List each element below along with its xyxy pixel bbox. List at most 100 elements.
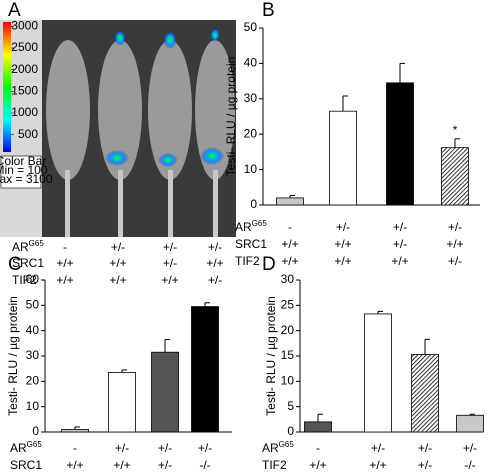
genotype-cell: +/+ bbox=[206, 256, 223, 270]
colorbar-tick-label: 1500 bbox=[11, 84, 38, 98]
row-label: ARG65 bbox=[10, 440, 42, 455]
row-label-sup: G65 bbox=[29, 239, 45, 248]
y-axis-label: Testi- RLU / µg protein bbox=[6, 296, 20, 416]
row-label-name: SRC1 bbox=[235, 237, 267, 251]
row-label-name: SRC1 bbox=[12, 256, 44, 270]
genotype-cell: +/- bbox=[448, 220, 462, 234]
genotype-cell: +/+ bbox=[113, 458, 130, 471]
genotype-cell: +/- bbox=[198, 441, 212, 455]
y-tick-label: 15 bbox=[281, 348, 295, 362]
colorbar-caption: Color Bar bbox=[0, 154, 46, 168]
bar bbox=[441, 147, 469, 206]
genotype-cell: - bbox=[73, 441, 77, 455]
genotype-cell: +/- bbox=[115, 441, 129, 455]
genotype-cell: +/+ bbox=[391, 254, 408, 268]
genotype-cell: - bbox=[288, 220, 292, 234]
genotype-cell: +/+ bbox=[281, 237, 298, 251]
genotype-cell: +/- bbox=[463, 441, 477, 455]
colorbar-tick-label: 3000 bbox=[11, 19, 38, 33]
y-tick-label: 10 bbox=[244, 162, 258, 176]
y-tick-label: 20 bbox=[244, 126, 258, 140]
genotype-cell: +/+ bbox=[334, 254, 351, 268]
y-tick-label: 30 bbox=[26, 348, 40, 362]
row-label-name: AR bbox=[235, 220, 252, 234]
bar bbox=[329, 110, 357, 206]
y-axis-label: Testi- RLU / µg protein bbox=[264, 296, 278, 416]
y-tick-label: 0 bbox=[32, 424, 39, 438]
bar bbox=[456, 414, 484, 433]
row-label: ARG65 bbox=[235, 219, 267, 234]
y-tick-label: 0 bbox=[287, 424, 294, 438]
row-label-sup: G65 bbox=[279, 440, 295, 449]
panel-letter: A bbox=[8, 0, 21, 21]
genotype-cell: +/+ bbox=[334, 237, 351, 251]
genotype-cell: +/- bbox=[111, 240, 125, 254]
bar bbox=[386, 82, 414, 206]
genotype-cell: -/- bbox=[464, 458, 475, 471]
row-label: SRC1 bbox=[235, 237, 267, 251]
panel-letter: C bbox=[8, 254, 22, 275]
genotype-cell: +/- bbox=[418, 441, 432, 455]
genotype-cell: +/+ bbox=[369, 458, 386, 471]
y-tick-label: 20 bbox=[281, 323, 295, 337]
bar bbox=[364, 313, 392, 433]
genotype-cell: +/- bbox=[418, 458, 432, 471]
genotype-cell: +/+ bbox=[109, 273, 126, 287]
colorbar-tick-label: 500 bbox=[18, 127, 38, 141]
genotype-cell: +/- bbox=[393, 237, 407, 251]
y-tick-label: 20 bbox=[26, 374, 40, 388]
genotype-cell: +/- bbox=[158, 441, 172, 455]
genotype-cell: +/- bbox=[336, 220, 350, 234]
row-label: SRC1 bbox=[10, 458, 42, 471]
bar bbox=[61, 429, 89, 433]
colorbar-caption: Max = 3100 bbox=[0, 172, 53, 186]
y-tick-label: 60 bbox=[26, 272, 40, 286]
genotype-cell: +/+ bbox=[309, 458, 326, 471]
genotype-cell: +/- bbox=[208, 240, 222, 254]
y-tick-label: 10 bbox=[281, 374, 295, 388]
y-tick-label: 50 bbox=[244, 20, 258, 34]
genotype-cell: +/+ bbox=[109, 256, 126, 270]
row-label-name: SRC1 bbox=[10, 458, 42, 471]
row-label-name: TIF2 bbox=[235, 254, 260, 268]
row-label-name: AR bbox=[10, 441, 27, 455]
genotype-cell: +/- bbox=[208, 273, 222, 287]
y-tick-label: 40 bbox=[244, 56, 258, 70]
row-label: SRC1 bbox=[12, 256, 44, 270]
genotype-cell: +/- bbox=[448, 254, 462, 268]
row-label-sup: G65 bbox=[27, 440, 43, 449]
genotype-cell: -/- bbox=[199, 458, 210, 471]
bar bbox=[411, 354, 439, 433]
row-label-name: AR bbox=[12, 240, 29, 254]
row-label-name: AR bbox=[262, 441, 279, 455]
color-bar bbox=[3, 22, 11, 152]
genotype-cell: +/+ bbox=[281, 254, 298, 268]
row-label-sup: G65 bbox=[252, 219, 268, 228]
y-tick-label: 30 bbox=[244, 91, 258, 105]
panel-letter: B bbox=[262, 0, 275, 21]
y-axis-label: Testi- RLU / µg protein bbox=[224, 57, 238, 177]
y-tick-label: 30 bbox=[281, 272, 295, 286]
genotype-cell: +/- bbox=[393, 220, 407, 234]
genotype-cell: +/+ bbox=[56, 256, 73, 270]
colorbar-tick-label: 1000 bbox=[11, 105, 38, 119]
y-tick-label: 40 bbox=[26, 323, 40, 337]
genotype-cell: +/+ bbox=[161, 273, 178, 287]
y-tick-label: 10 bbox=[26, 399, 40, 413]
genotype-cell: - bbox=[316, 441, 320, 455]
row-label-name: TIF2 bbox=[262, 458, 287, 471]
genotype-cell: +/- bbox=[163, 240, 177, 254]
genotype-cell: +/- bbox=[371, 441, 385, 455]
bar bbox=[276, 197, 304, 206]
mouse-image bbox=[0, 20, 236, 237]
row-label: TIF2 bbox=[12, 273, 37, 287]
genotype-cell: - bbox=[63, 240, 67, 254]
bar bbox=[191, 306, 219, 433]
y-tick-label: 25 bbox=[281, 298, 295, 312]
colorbar-tick-label: 2500 bbox=[11, 40, 38, 54]
row-label-name: TIF2 bbox=[12, 273, 37, 287]
row-label: ARG65 bbox=[262, 440, 294, 455]
bar bbox=[304, 421, 332, 433]
genotype-cell: +/+ bbox=[56, 273, 73, 287]
